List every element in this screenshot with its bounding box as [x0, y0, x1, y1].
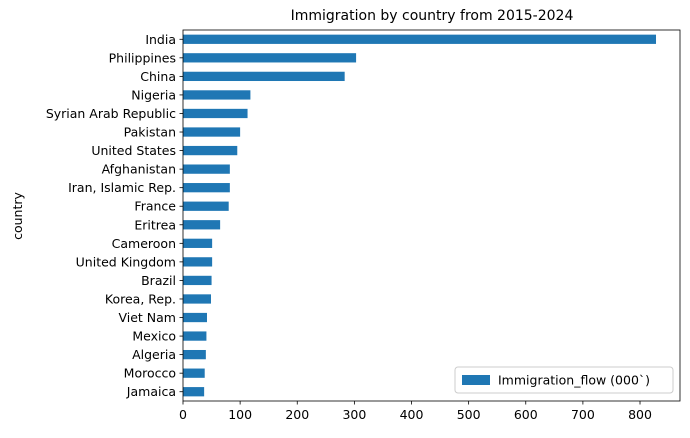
- y-tick-label: Korea, Rep.: [105, 291, 176, 306]
- y-tick-label: Philippines: [109, 50, 176, 65]
- y-tick-label: Eritrea: [134, 217, 176, 232]
- bar-pakistan: [183, 127, 241, 137]
- y-tick-label: Iran, Islamic Rep.: [68, 180, 176, 195]
- bar-china: [183, 71, 345, 82]
- y-axis-ticks: India Philippines China Nigeria Syrian Arab …: [46, 32, 183, 399]
- bar-mexico: [183, 331, 207, 341]
- bar-afghanistan: [183, 164, 230, 174]
- bar-syrian-arab-republic: [183, 108, 248, 119]
- bar-philippines: [183, 53, 357, 63]
- y-tick-label: China: [140, 69, 176, 84]
- bar-iran-islamic-rep: [183, 183, 230, 193]
- y-tick-label: Afghanistan: [102, 162, 176, 177]
- legend-swatch: [462, 375, 490, 385]
- x-axis-ticks: 0 100 200 300 400 500 600 700 800: [179, 401, 652, 422]
- y-tick-label: United Kingdom: [76, 254, 176, 269]
- y-tick-label: United States: [91, 143, 176, 158]
- bar-algeria: [183, 349, 206, 360]
- x-tick-label: 100: [228, 407, 252, 422]
- y-axis-label: country: [10, 192, 25, 240]
- bar-brazil: [183, 275, 212, 286]
- y-tick-label: Morocco: [124, 366, 176, 381]
- chart-title: Immigration by country from 2015-2024: [291, 8, 574, 24]
- legend: Immigration_flow (000`): [454, 366, 674, 394]
- y-tick-label: Jamaica: [126, 384, 176, 399]
- y-tick-label: Cameroon: [112, 236, 176, 251]
- y-tick-label: Mexico: [132, 329, 176, 344]
- y-tick-label: Algeria: [132, 347, 176, 362]
- y-tick-label: India: [145, 32, 176, 47]
- y-tick-label: Viet Nam: [118, 310, 176, 325]
- x-tick-label: 300: [342, 407, 366, 422]
- x-tick-label: 400: [400, 407, 424, 422]
- legend-label: Immigration_flow (000`): [498, 373, 650, 388]
- bar-jamaica: [183, 387, 205, 397]
- x-tick-label: 500: [457, 407, 481, 422]
- bar-korea-rep: [183, 294, 211, 304]
- bar-united-kingdom: [183, 257, 213, 267]
- y-tick-label: France: [134, 199, 176, 214]
- x-tick-label: 800: [628, 407, 652, 422]
- bar-eritrea: [183, 220, 221, 230]
- bar-united-states: [183, 145, 238, 156]
- y-tick-label: Nigeria: [131, 87, 176, 102]
- bars-group: [183, 34, 657, 397]
- x-tick-label: 0: [179, 407, 187, 422]
- x-tick-label: 700: [571, 407, 595, 422]
- x-tick-label: 200: [285, 407, 309, 422]
- bar-france: [183, 201, 229, 211]
- bar-india: [183, 34, 657, 44]
- bar-morocco: [183, 368, 205, 378]
- bar-cameroon: [183, 238, 213, 248]
- bar-nigeria: [183, 90, 251, 100]
- y-tick-label: Brazil: [141, 273, 176, 288]
- y-tick-label: Pakistan: [124, 125, 176, 140]
- x-tick-label: 600: [514, 407, 538, 422]
- bar-viet-nam: [183, 312, 207, 323]
- plot-frame: [182, 29, 681, 402]
- y-tick-label: Syrian Arab Republic: [46, 106, 176, 121]
- legend-box: [454, 366, 674, 394]
